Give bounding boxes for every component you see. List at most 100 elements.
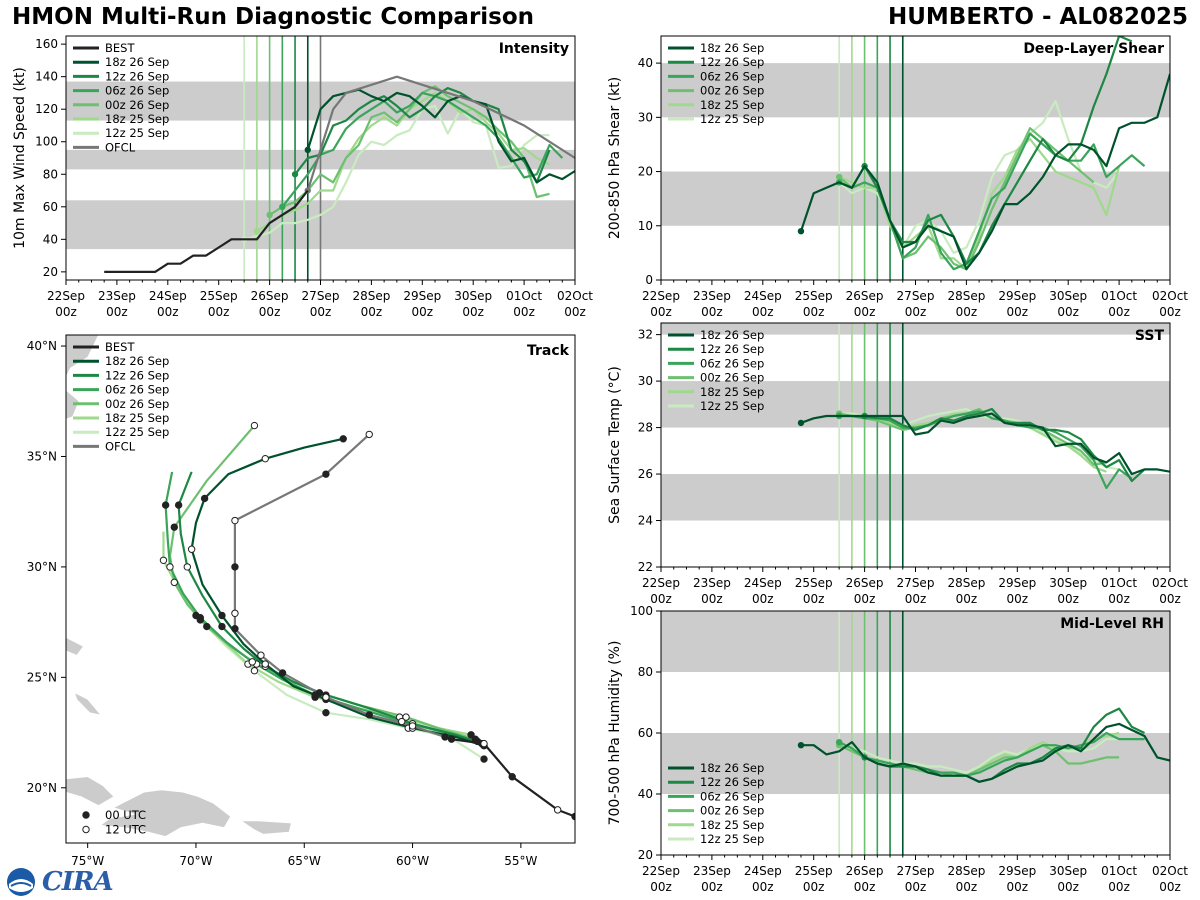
x-tick-label: 23Sep xyxy=(693,864,731,878)
noaa-seal-icon xyxy=(7,868,35,896)
track-line-12z-26-sep xyxy=(177,471,483,745)
x-tick-label: 23Sep xyxy=(693,576,731,590)
x-tick-label: 27Sep xyxy=(897,576,935,590)
x-tick-label: 00z xyxy=(1108,592,1130,606)
x-tick-label: 00z xyxy=(1108,305,1130,319)
track-point-12utc xyxy=(248,658,256,666)
x-tick-label: 28Sep xyxy=(947,864,985,878)
track-point-12utc xyxy=(261,660,269,668)
x-tick-label: 25Sep xyxy=(795,576,833,590)
track-point-00utc xyxy=(174,501,183,509)
track-point-12utc xyxy=(187,545,196,553)
track-point-12utc xyxy=(250,667,259,675)
track-point-00utc xyxy=(218,611,226,620)
x-tick-label: 24Sep xyxy=(744,864,782,878)
series-line-06z-26-sep xyxy=(838,731,1145,777)
plot-area xyxy=(661,36,1170,280)
legend-label: 12z 25 Sep xyxy=(700,112,764,126)
x-tick-label: 26Sep xyxy=(846,864,884,878)
x-tick-label: 22Sep xyxy=(642,576,680,590)
x-tick-label: 70°W xyxy=(179,854,212,868)
legend-label: 18z 25 Sep xyxy=(700,818,764,832)
legend-label: 06z 26 Sep xyxy=(700,789,764,803)
x-tick-label: 01Oct xyxy=(506,289,542,303)
x-tick-label: 00z xyxy=(956,305,978,319)
x-tick-label: 00z xyxy=(752,880,774,894)
y-tick-label: 40°N xyxy=(27,339,57,353)
x-tick-label: 00z xyxy=(208,305,230,319)
chart-sst: 22Sep 00z 23Sep 00z 24Sep 00z 25Sep 00z 26Sep 00z… xyxy=(607,322,1188,606)
track-point-12utc xyxy=(408,722,417,730)
series-line-12z-26-sep xyxy=(294,86,551,184)
legend-label: 06z 26 Sep xyxy=(700,356,764,370)
track-point-00utc xyxy=(441,733,449,741)
storm-title: HUMBERTO - AL082025 xyxy=(887,4,1188,30)
x-tick-label: 00z xyxy=(803,880,825,894)
x-tick-label: 23Sep xyxy=(98,289,136,303)
x-tick-label: 29Sep xyxy=(998,864,1036,878)
track-point-00utc xyxy=(447,735,456,743)
y-tick-label: 25°N xyxy=(27,670,57,684)
legend-label: 12z 26 Sep xyxy=(105,368,169,382)
legend-label: 00z 26 Sep xyxy=(700,84,764,98)
marker-legend-12utc xyxy=(82,825,90,834)
y-axis-label: 10m Max Wind Speed (kt) xyxy=(12,67,28,249)
series-line-12z-25-sep xyxy=(243,104,550,241)
y-tick-label: 30 xyxy=(638,110,653,124)
x-tick-label: 28Sep xyxy=(947,576,985,590)
x-tick-label: 00z xyxy=(1007,880,1029,894)
x-tick-label: 26Sep xyxy=(846,289,884,303)
track-point-00utc xyxy=(203,622,211,631)
track-point-00utc xyxy=(170,523,178,531)
track-point-00utc xyxy=(231,563,239,571)
legend-label: 00z 26 Sep xyxy=(105,98,169,112)
legend-label: 18z 25 Sep xyxy=(700,385,764,399)
series-start-marker-06z-26-sep xyxy=(835,738,843,746)
series-start-marker-18z-26-sep xyxy=(797,742,805,749)
x-tick-label: 00z xyxy=(1057,880,1079,894)
track-point-00utc xyxy=(278,669,287,677)
y-tick-label: 80 xyxy=(43,167,58,181)
series-line-12z-25-sep xyxy=(838,737,1120,774)
x-tick-label: 28Sep xyxy=(947,289,985,303)
threshold-band-1 xyxy=(661,611,1170,672)
legend-label: 18z 26 Sep xyxy=(700,41,764,55)
legend-label: 12z 26 Sep xyxy=(105,69,169,83)
chart-title: Track xyxy=(527,343,570,359)
track-point-12utc xyxy=(170,578,178,587)
x-tick-label: 30Sep xyxy=(1049,864,1087,878)
y-tick-label: 32 xyxy=(638,328,653,342)
x-tick-label: 01Oct xyxy=(1101,576,1137,590)
x-tick-label: 00z xyxy=(1159,592,1181,606)
legend-label: 12z 25 Sep xyxy=(700,832,764,846)
track-point-00utc xyxy=(311,691,319,699)
y-axis-label: Sea Surface Temp (°C) xyxy=(607,366,623,524)
x-tick-label: 00z xyxy=(1007,592,1029,606)
x-tick-label: 22Sep xyxy=(47,289,85,303)
x-tick-label: 60°W xyxy=(396,854,429,868)
track-point-00utc xyxy=(218,622,226,631)
land-mass xyxy=(74,692,102,716)
series-line-18z-25-sep xyxy=(838,137,1121,271)
x-tick-label: 30Sep xyxy=(454,289,492,303)
series-start-marker-18z-26-sep xyxy=(797,419,805,427)
series-start-marker-00z-26-sep xyxy=(835,173,843,181)
x-tick-label: 02Oct xyxy=(1152,289,1188,303)
x-tick-label: 00z xyxy=(956,592,978,606)
chart-shear: 22Sep 00z 23Sep 00z 24Sep 00z 25Sep 00z 26Sep 00z… xyxy=(607,35,1188,319)
x-tick-label: 25Sep xyxy=(795,289,833,303)
chart-title: SST xyxy=(1135,328,1165,344)
map-area xyxy=(66,335,575,837)
legend-label: OFCL xyxy=(105,439,136,453)
x-tick-label: 29Sep xyxy=(998,576,1036,590)
x-tick-label: 00z xyxy=(412,305,434,319)
x-tick-label: 00z xyxy=(1007,305,1029,319)
track-point-00utc xyxy=(322,470,330,478)
x-tick-label: 00z xyxy=(1108,880,1130,894)
track-point-12utc xyxy=(398,717,406,726)
y-axis-label: 200-850 hPa Shear (kt) xyxy=(607,77,623,239)
x-tick-label: 00z xyxy=(905,305,927,319)
x-tick-label: 00z xyxy=(854,305,876,319)
track-point-12utc xyxy=(183,563,191,571)
track-point-00utc xyxy=(467,731,475,739)
